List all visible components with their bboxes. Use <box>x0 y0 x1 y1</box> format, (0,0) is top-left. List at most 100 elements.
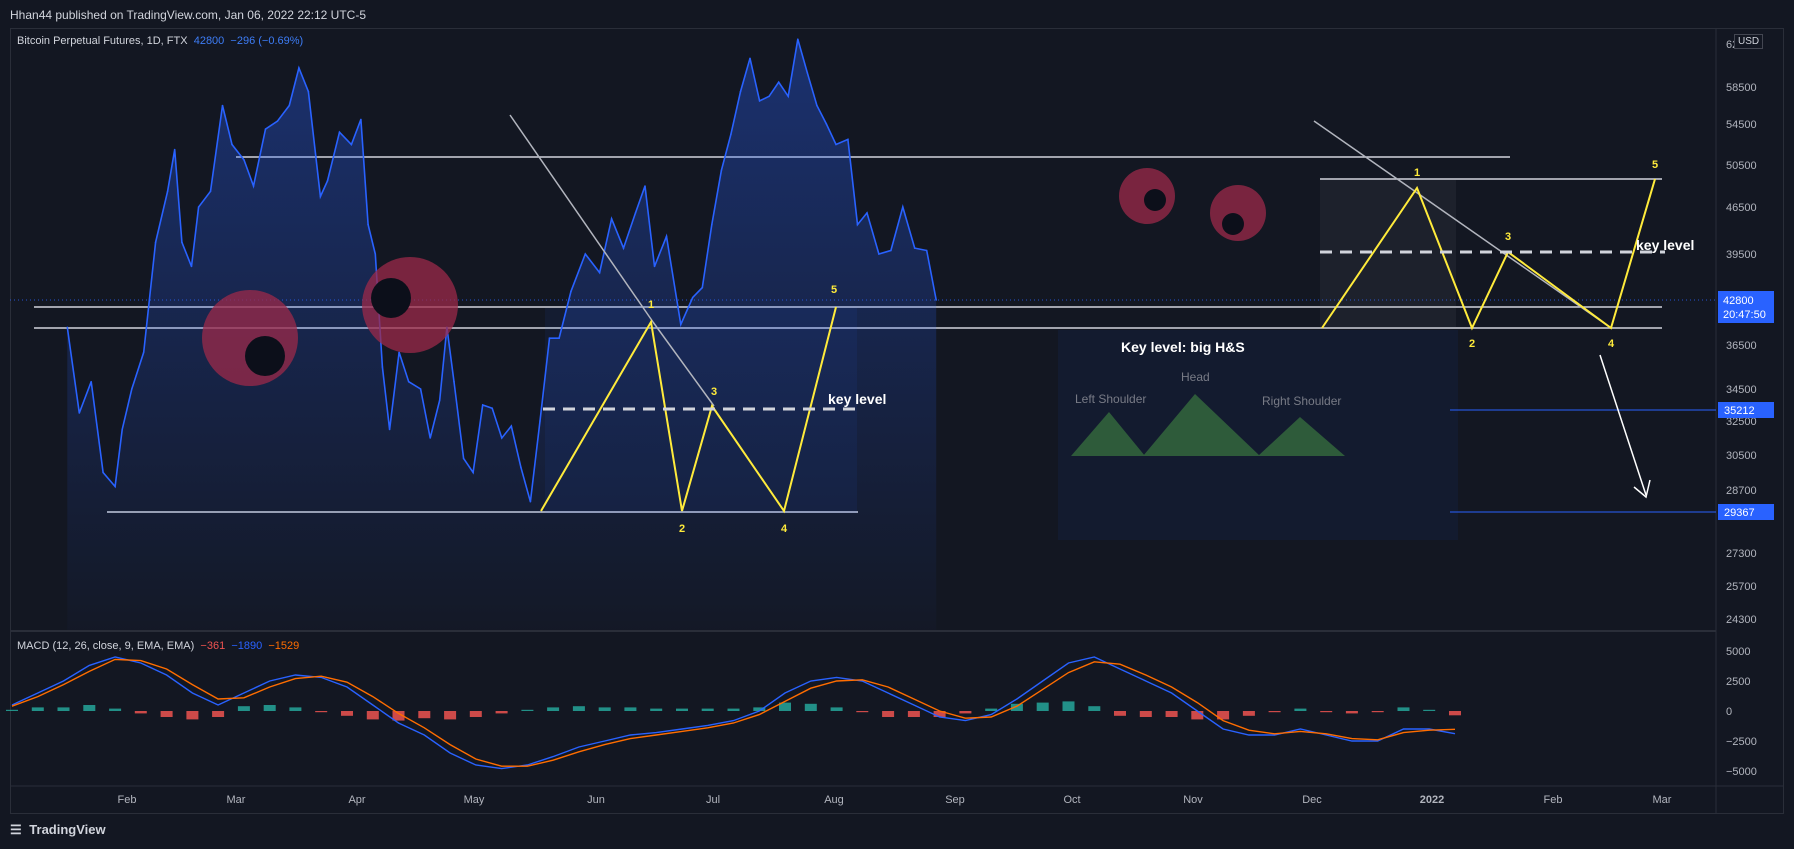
brand-label: TradingView <box>29 822 106 837</box>
macd-histogram-bar <box>1139 711 1152 717</box>
price-tick-label: 25700 <box>1726 581 1757 593</box>
price-point <box>298 67 300 69</box>
price-point <box>787 95 789 98</box>
macd-histogram-bar <box>315 711 328 713</box>
price-point <box>925 249 928 252</box>
price-point <box>847 138 849 141</box>
macd-histogram-bar <box>1449 711 1461 716</box>
price-point <box>720 169 723 172</box>
wave-label-left-4: 4 <box>781 523 788 535</box>
hs-head-shape <box>1143 394 1260 456</box>
price-point <box>691 296 694 299</box>
time-tick-label: 2022 <box>1420 794 1444 806</box>
price-point <box>634 212 637 214</box>
price-point <box>319 195 322 198</box>
price-point <box>665 235 668 238</box>
hs-left-shoulder-label: Left Shoulder <box>1075 392 1146 406</box>
price-tick-label: 50500 <box>1726 160 1757 172</box>
time-tick-label: Feb <box>1544 794 1563 806</box>
price-point <box>701 286 704 289</box>
price-tag-29367: 29367 <box>1724 507 1755 519</box>
price-point <box>407 380 410 383</box>
price-tick-label: 54500 <box>1726 119 1757 131</box>
price-point <box>231 143 233 146</box>
trendline-right <box>1313 120 1612 329</box>
time-tick-label: Oct <box>1063 794 1080 806</box>
eye-pupil-right-1 <box>1222 213 1244 235</box>
wave-pattern-right <box>1321 178 1656 331</box>
price-point <box>472 471 474 474</box>
macd-histogram-bar <box>856 711 869 713</box>
price-tick-label: 39500 <box>1726 249 1757 261</box>
macd-line <box>11 656 1456 770</box>
currency-badge[interactable]: USD <box>1734 34 1764 49</box>
down-arrow-head <box>1633 479 1651 499</box>
eye-pupil-1 <box>371 278 411 318</box>
price-point <box>711 223 713 226</box>
macd-tick-label: 5000 <box>1726 646 1750 658</box>
trendline-left-ext <box>652 321 715 407</box>
price-point <box>529 500 532 503</box>
macd-histogram-bar <box>1010 703 1023 711</box>
macd-histogram-bar <box>1320 711 1333 713</box>
macd-histogram-bar <box>1165 711 1178 717</box>
macd-tick-label: −2500 <box>1726 736 1757 748</box>
price-point <box>806 71 809 74</box>
macd-histogram-bar <box>212 711 225 717</box>
macd-histogram-bar <box>366 711 379 720</box>
macd-histogram-bar <box>959 711 972 714</box>
price-tag-a-bg <box>1718 402 1774 418</box>
price-point <box>777 81 780 83</box>
price-point <box>680 323 682 326</box>
macd-histogram-bar <box>650 708 663 711</box>
price-point <box>510 425 513 427</box>
macd-histogram-bar <box>1062 701 1075 711</box>
macd-histogram-bar <box>907 711 920 717</box>
price-point <box>429 437 432 439</box>
price-point <box>438 399 441 402</box>
price-point <box>360 118 362 121</box>
macd-histogram-bar <box>444 711 457 720</box>
wave-label-right-1: 1 <box>1414 167 1420 179</box>
price-point <box>548 337 551 340</box>
price-point <box>816 104 818 107</box>
price-point <box>520 466 522 469</box>
macd-histogram-bar <box>933 711 946 717</box>
price-tick-label: 30500 <box>1726 450 1757 462</box>
price-tag-b-bg <box>1718 504 1774 520</box>
price-point <box>501 437 503 439</box>
price-point <box>209 190 212 193</box>
price-point <box>758 100 761 102</box>
price-point <box>350 143 353 146</box>
macd-histogram-bar <box>57 707 70 711</box>
price-point <box>481 404 484 406</box>
price-point <box>866 212 868 214</box>
price-point <box>166 190 169 193</box>
time-tick-label: Mar <box>227 794 246 806</box>
price-point <box>797 38 799 40</box>
wave-label-left-3: 3 <box>711 386 717 398</box>
macd-histogram-bar <box>186 711 199 720</box>
macd-histogram-bar <box>1268 711 1281 713</box>
price-tick-label: 58500 <box>1726 82 1757 94</box>
price-point <box>913 247 916 249</box>
macd-histogram-bar <box>547 707 560 711</box>
wave-label-right-3: 3 <box>1505 231 1511 243</box>
price-tag-last: 42800 <box>1723 295 1754 307</box>
time-tick-label: Dec <box>1302 794 1322 806</box>
price-point <box>610 218 613 220</box>
macd-histogram-bar <box>779 702 791 711</box>
hs-left-shoulder-shape <box>1071 412 1145 456</box>
macd-legend[interactable]: MACD (12, 26, close, 9, EMA, EMA) −361 −… <box>17 640 299 652</box>
price-point <box>419 388 422 390</box>
price-tag-35212: 35212 <box>1724 405 1755 417</box>
price-tick-label: 27300 <box>1726 548 1757 560</box>
down-arrow-shaft <box>1599 354 1647 496</box>
eye-pupil-0 <box>245 336 285 376</box>
macd-histogram-bar <box>341 711 353 716</box>
symbol-legend[interactable]: Bitcoin Perpetual Futures, 1D, FTX 42800… <box>17 35 303 47</box>
price-point <box>381 366 384 368</box>
price-point <box>90 380 92 383</box>
macd-histogram-bar <box>469 711 482 717</box>
